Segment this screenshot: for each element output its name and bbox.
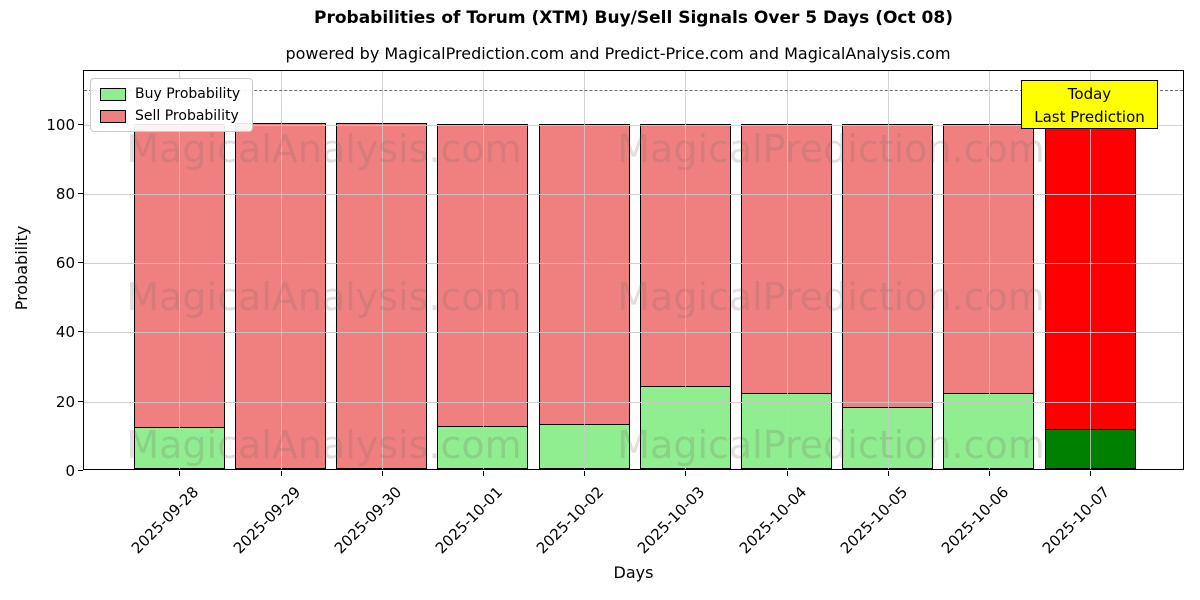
x-gridline xyxy=(179,71,181,469)
y-gridline xyxy=(84,332,1183,334)
threshold-line xyxy=(84,90,1183,92)
x-gridline xyxy=(1090,71,1092,469)
buy-swatch-icon xyxy=(100,87,126,101)
x-gridline xyxy=(482,71,484,469)
x-tick-icon xyxy=(584,471,586,476)
x-tick-icon xyxy=(685,471,687,476)
legend-item-sell: Sell Probability xyxy=(100,108,240,124)
x-gridline xyxy=(584,71,586,469)
y-tick-label: 60 xyxy=(55,254,75,273)
x-tick-icon xyxy=(482,471,484,476)
x-gridline xyxy=(685,71,687,469)
plot-area: Buy Probability Sell Probability Today L… xyxy=(46,70,1184,557)
x-tick-icon xyxy=(988,471,990,476)
today-annotation-line2: Last Prediction xyxy=(1034,108,1145,127)
y-gridline xyxy=(84,401,1183,403)
y-tick-icon xyxy=(78,400,83,402)
x-tick-label: 2025-09-30 xyxy=(330,483,405,558)
x-gridline xyxy=(280,71,282,469)
x-tick-label: 2025-10-02 xyxy=(532,483,608,558)
x-tick-icon xyxy=(1090,471,1092,476)
x-tick-icon xyxy=(280,471,282,476)
x-tick-label: 2025-10-04 xyxy=(735,483,810,558)
chart-title: Probabilities of Torum (XTM) Buy/Sell Si… xyxy=(314,8,953,28)
legend-item-buy: Buy Probability xyxy=(100,86,240,102)
x-gridline xyxy=(887,71,889,469)
y-tick-label: 20 xyxy=(55,392,75,411)
x-tick-icon xyxy=(179,471,181,476)
y-tick-label: 40 xyxy=(55,323,75,342)
x-tick-label: 2025-10-01 xyxy=(431,483,507,558)
y-tick-label: 0 xyxy=(65,462,75,480)
y-tick-icon xyxy=(78,262,83,264)
sell-swatch-icon xyxy=(100,109,126,123)
x-tick-label: 2025-10-05 xyxy=(836,483,911,558)
y-tick-icon xyxy=(78,331,83,333)
today-annotation: Today Last Prediction xyxy=(1021,80,1158,129)
x-axis-title: Days xyxy=(613,563,654,582)
x-gridline xyxy=(381,71,383,469)
legend-buy-label: Buy Probability xyxy=(135,86,241,102)
y-gridline xyxy=(84,263,1183,265)
y-tick-icon xyxy=(78,470,83,471)
x-tick-label: 2025-10-06 xyxy=(937,483,1013,558)
today-annotation-line1: Today xyxy=(1067,85,1112,103)
y-gridline xyxy=(84,193,1183,195)
legend: Buy Probability Sell Probability xyxy=(90,78,254,132)
x-gridline xyxy=(988,71,990,469)
x-gridline xyxy=(786,71,788,469)
chart-subtitle: powered by MagicalPrediction.com and Pre… xyxy=(285,44,951,63)
x-tick-icon xyxy=(786,471,788,476)
x-tick-icon xyxy=(887,471,889,476)
x-tick-label: 2025-09-29 xyxy=(229,483,304,558)
y-gridline xyxy=(84,124,1183,126)
x-tick-label: 2025-10-07 xyxy=(1038,483,1114,558)
y-tick-icon xyxy=(78,192,83,194)
y-tick-label: 80 xyxy=(55,184,75,203)
y-tick-label: 100 xyxy=(46,115,75,134)
x-tick-icon xyxy=(381,471,383,476)
x-tick-label: 2025-10-03 xyxy=(634,483,709,558)
legend-sell-label: Sell Probability xyxy=(135,108,239,124)
y-tick-icon xyxy=(78,123,83,125)
x-tick-label: 2025-09-28 xyxy=(128,483,203,558)
y-axis-title: Probability xyxy=(12,225,31,311)
